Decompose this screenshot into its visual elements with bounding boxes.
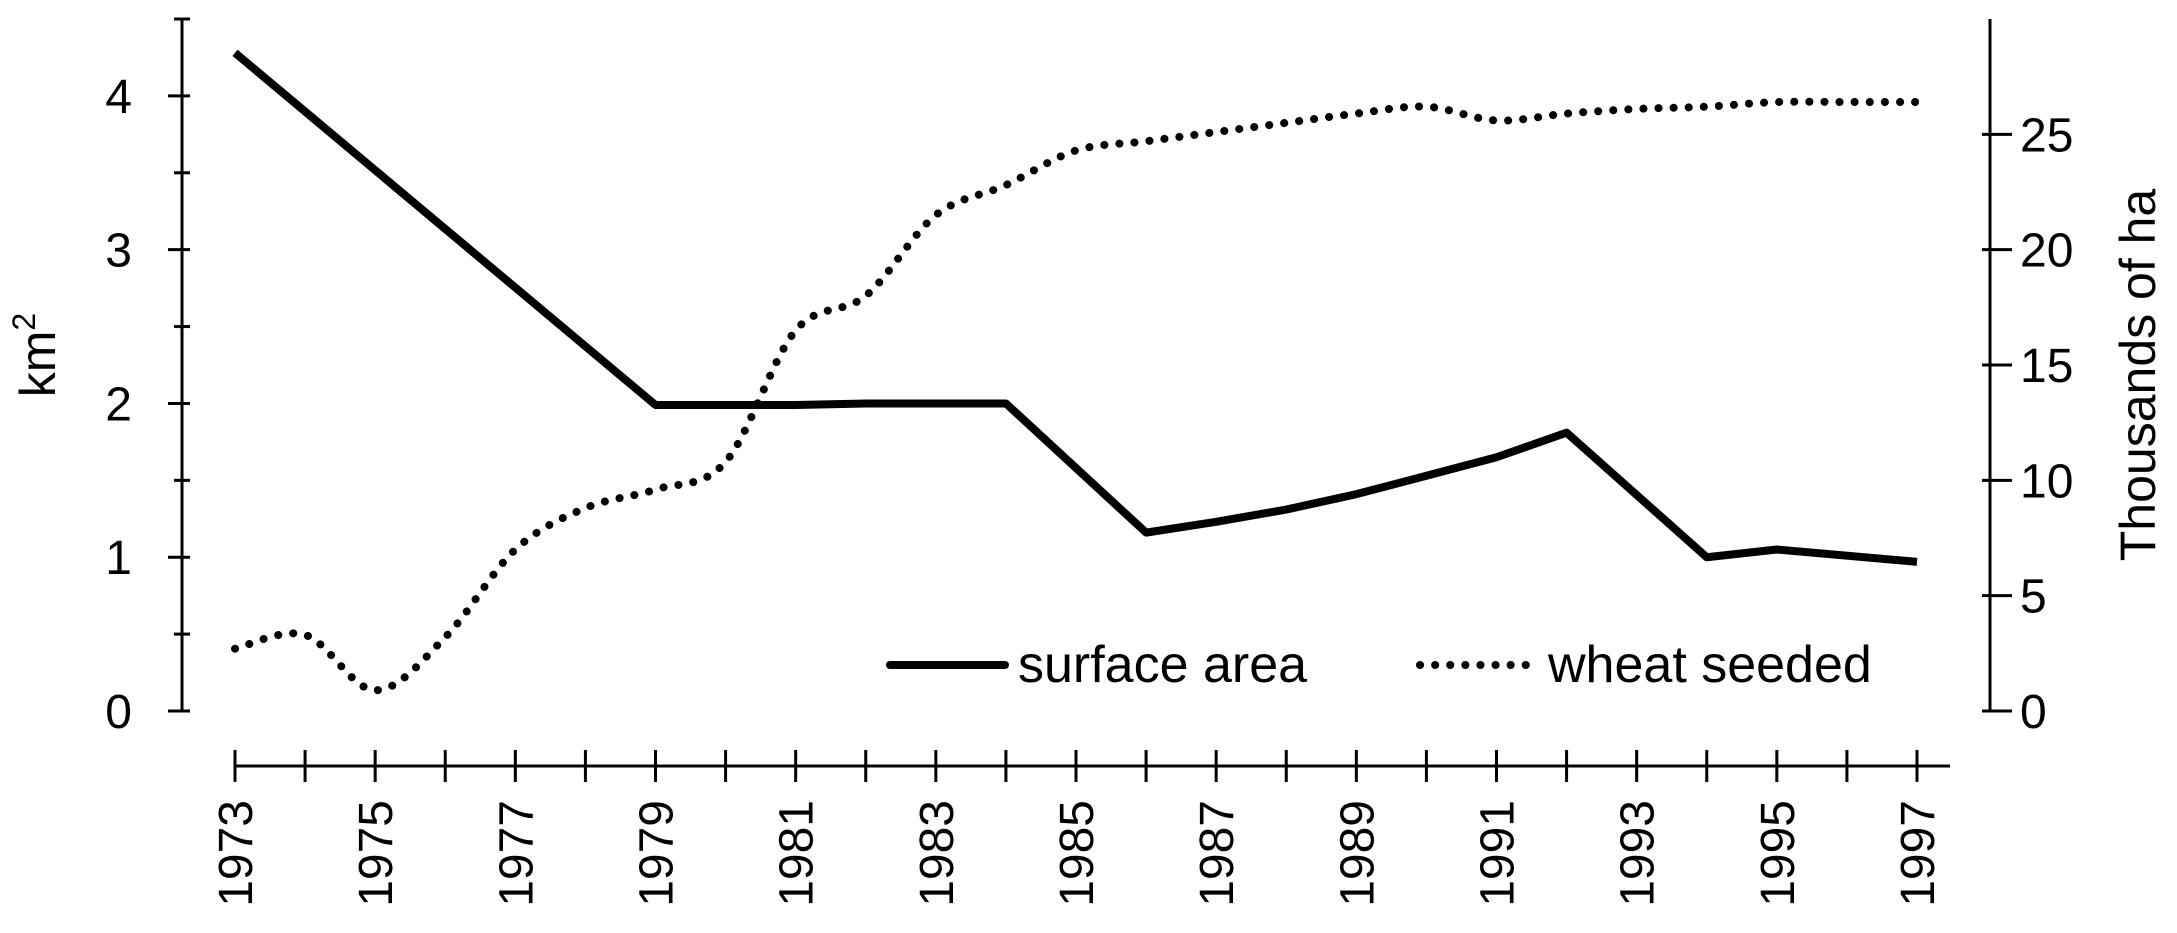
series-line-wheat-seeded [231,97,1921,695]
right-y-tick-label: 20 [2020,225,2073,278]
right-y-ticks: 0 5 10 15 20 25 [1982,109,2073,739]
left-y-tick-label: 2 [105,378,132,431]
x-ticks: 1973 1975 1977 1979 1981 1983 1985 1987 1989 1991… [210,750,1945,907]
series-layer [231,49,1921,695]
right-y-axis-title: Thousands of ha [2110,189,2166,562]
right-y-tick-label: 25 [2020,109,2073,162]
left-y-axis-title: km2 [6,313,66,397]
x-tick-label: 1991 [1472,800,1525,907]
x-tick-label: 1977 [490,800,543,907]
legend-label-wheat-seeded: wheat seeded [1547,636,1872,694]
x-tick-label: 1993 [1612,800,1665,907]
left-y-ticks: 0 1 2 3 4 [105,17,190,739]
x-tick-label: 1979 [631,800,684,907]
x-tick-label: 1975 [350,800,403,907]
left-y-axis-title-base: km [10,331,66,398]
legend: surface area wheat seeded [886,636,1872,694]
x-tick-label: 1997 [1892,800,1945,907]
left-y-tick-label: 4 [105,71,132,124]
x-tick-label: 1995 [1752,800,1805,907]
series-line-surface-area [232,49,1918,566]
left-y-tick-label: 1 [105,532,132,585]
x-tick-label: 1973 [210,800,263,907]
x-tick-label: 1983 [911,800,964,907]
right-y-tick-label: 5 [2020,571,2047,624]
right-y-tick-label: 0 [2020,686,2047,739]
left-y-axis-title-superscript: 2 [6,313,42,331]
axes: 0 1 2 3 4 0 5 10 15 20 25 1973 1975 1977 1979 1981 198… [105,17,2073,907]
left-y-tick-label: 0 [105,686,132,739]
x-tick-label: 1987 [1191,800,1244,907]
x-tick-label: 1985 [1051,800,1104,907]
x-tick-label: 1989 [1331,800,1384,907]
right-y-tick-label: 10 [2020,455,2073,508]
left-y-tick-label: 3 [105,225,132,278]
right-y-tick-label: 15 [2020,340,2073,393]
legend-label-surface-area: surface area [1018,636,1307,694]
x-tick-label: 1981 [771,800,824,907]
